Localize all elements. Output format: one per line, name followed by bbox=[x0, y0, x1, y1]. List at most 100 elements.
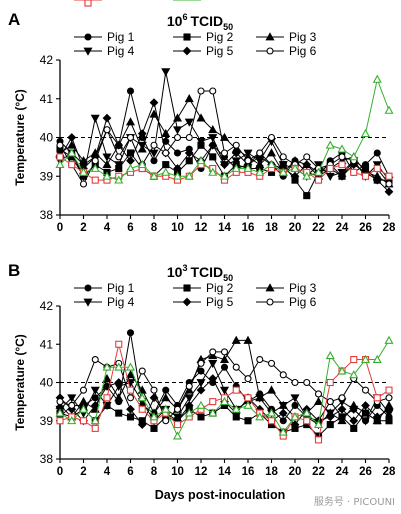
chart-title: 103 TCID50 bbox=[167, 263, 233, 283]
data-point bbox=[360, 354, 371, 363]
data-point bbox=[338, 153, 346, 161]
data-point bbox=[325, 172, 335, 181]
data-point bbox=[350, 355, 358, 364]
legend-label: Contact 1 bbox=[107, 0, 159, 3]
data-point bbox=[279, 371, 287, 379]
data-point bbox=[114, 378, 124, 387]
y-tick-label: 39 bbox=[40, 169, 54, 183]
data-point bbox=[126, 133, 135, 142]
data-point bbox=[373, 149, 381, 157]
data-point bbox=[219, 171, 230, 180]
panel-label: B bbox=[8, 261, 20, 280]
y-tick-label: 40 bbox=[40, 376, 54, 390]
data-point bbox=[231, 148, 241, 158]
data-point bbox=[266, 408, 277, 417]
data-point bbox=[384, 335, 394, 344]
data-point bbox=[67, 148, 77, 157]
data-point bbox=[266, 148, 277, 157]
x-tick-label: 24 bbox=[336, 222, 349, 234]
data-point bbox=[219, 354, 230, 363]
data-point bbox=[184, 408, 194, 417]
data-point bbox=[313, 419, 324, 429]
data-point bbox=[385, 417, 393, 425]
data-point bbox=[373, 164, 381, 173]
data-point bbox=[126, 386, 135, 394]
data-point bbox=[67, 140, 77, 149]
data-point bbox=[196, 137, 206, 147]
data-point bbox=[278, 402, 288, 411]
data-point bbox=[232, 386, 240, 394]
data-point bbox=[78, 167, 89, 176]
x-tick-label: 6 bbox=[127, 466, 133, 478]
legend-label: Pig 3 bbox=[289, 30, 317, 44]
x-tick-label: 22 bbox=[312, 466, 325, 478]
data-point bbox=[68, 401, 76, 410]
data-point bbox=[149, 412, 159, 421]
data-point bbox=[125, 370, 136, 379]
data-point bbox=[314, 176, 323, 184]
data-point bbox=[373, 394, 381, 402]
legend-label: Pig 1 bbox=[107, 281, 135, 295]
data-point bbox=[244, 375, 252, 383]
chart-panel-b: B 103 TCID50 Pig 1 Pig 2 Pig 3 Pig 4 Pig 5 Pig 6… bbox=[8, 0, 396, 478]
x-tick-label: 22 bbox=[312, 222, 325, 234]
data-point bbox=[303, 378, 311, 387]
legend-label: Pig 4 bbox=[107, 44, 135, 58]
data-point bbox=[150, 386, 158, 394]
data-point bbox=[244, 394, 252, 402]
data-point bbox=[114, 161, 124, 170]
data-point bbox=[266, 385, 277, 394]
data-point bbox=[338, 161, 346, 169]
data-point bbox=[290, 171, 300, 181]
data-point bbox=[196, 113, 206, 122]
data-point bbox=[325, 412, 335, 422]
x-tick-label: 12 bbox=[195, 222, 208, 234]
legend-item: Pig 6 bbox=[256, 44, 317, 58]
data-point bbox=[150, 157, 158, 165]
data-point bbox=[349, 152, 359, 161]
data-point bbox=[314, 390, 323, 398]
x-tick-label: 12 bbox=[195, 466, 208, 478]
x-tick-label: 0 bbox=[57, 222, 63, 234]
data-point bbox=[78, 156, 89, 165]
data-point bbox=[184, 148, 194, 158]
data-point bbox=[185, 133, 193, 142]
data-point bbox=[360, 417, 371, 426]
data-point bbox=[137, 393, 147, 402]
legend-marker bbox=[83, 47, 93, 56]
data-point bbox=[161, 68, 171, 77]
data-point bbox=[349, 370, 359, 379]
data-point bbox=[197, 413, 205, 421]
legend-item: Pig 3 bbox=[256, 281, 317, 295]
data-point bbox=[78, 396, 89, 406]
data-point bbox=[138, 405, 146, 413]
x-tick-label: 20 bbox=[289, 222, 302, 234]
data-point bbox=[302, 171, 312, 180]
data-point bbox=[243, 335, 253, 344]
data-point bbox=[172, 171, 183, 180]
data-point bbox=[173, 133, 182, 142]
data-point bbox=[91, 176, 99, 184]
data-point bbox=[337, 366, 347, 375]
data-point bbox=[91, 424, 99, 432]
data-point bbox=[102, 171, 112, 180]
x-tick-label: 14 bbox=[218, 222, 231, 234]
data-point bbox=[184, 94, 194, 103]
data-point bbox=[291, 401, 299, 410]
data-point bbox=[278, 427, 288, 436]
data-point bbox=[185, 157, 193, 165]
data-point bbox=[290, 163, 300, 172]
data-point bbox=[244, 417, 252, 425]
legend-marker bbox=[266, 47, 274, 55]
data-point bbox=[172, 431, 183, 440]
data-point bbox=[313, 167, 324, 176]
data-point bbox=[161, 404, 171, 413]
data-point bbox=[326, 421, 334, 429]
data-point bbox=[91, 355, 99, 364]
legend-marker bbox=[265, 283, 275, 292]
data-point bbox=[326, 378, 334, 387]
data-point bbox=[219, 396, 230, 406]
data-point bbox=[90, 386, 100, 395]
data-point bbox=[56, 141, 64, 149]
